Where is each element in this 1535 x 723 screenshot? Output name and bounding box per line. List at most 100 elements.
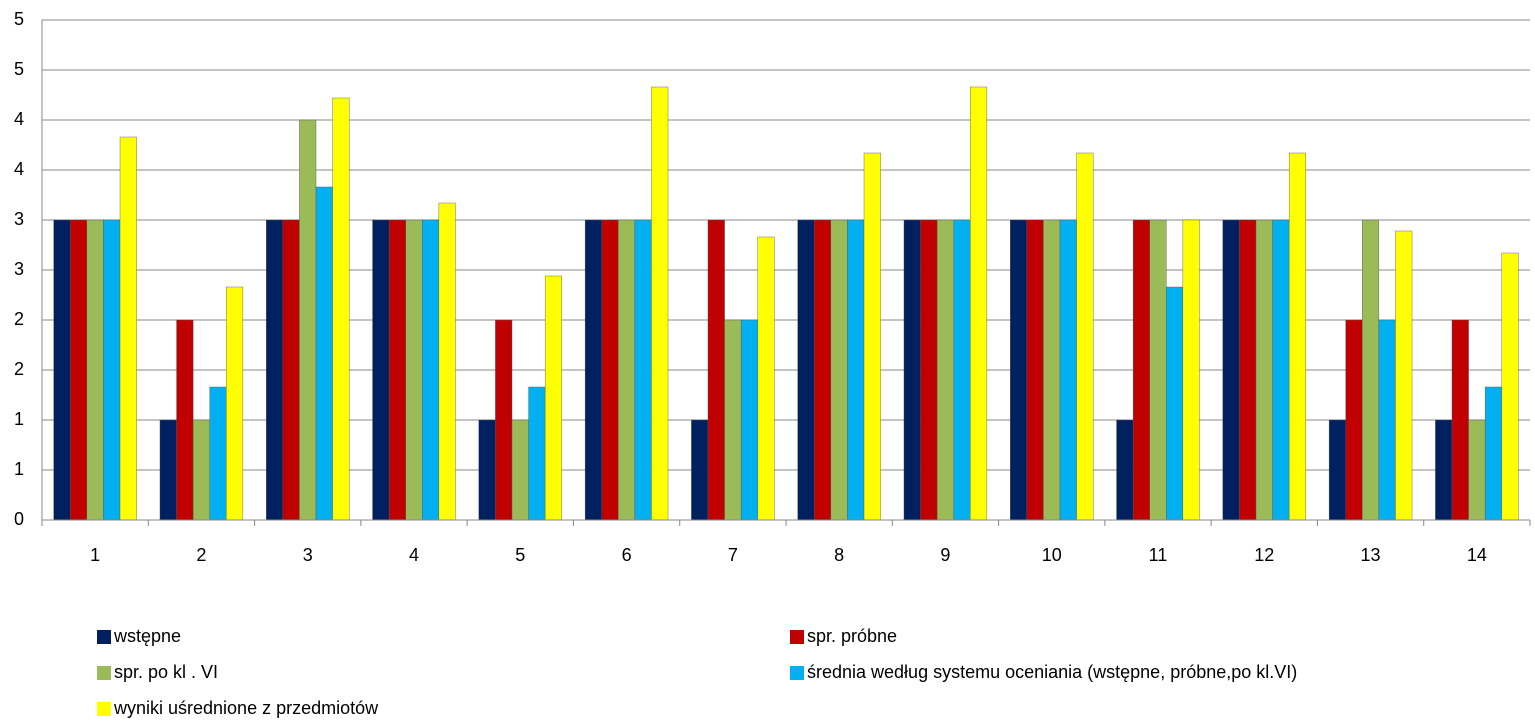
bar xyxy=(601,219,619,521)
bar xyxy=(119,136,137,521)
bar xyxy=(388,219,406,521)
y-tick-label: 5 xyxy=(14,59,24,79)
bar xyxy=(1182,219,1200,521)
bar xyxy=(226,286,244,521)
bar xyxy=(209,386,227,521)
legend-label: wstępne xyxy=(113,626,181,646)
y-tick-label: 1 xyxy=(14,459,24,479)
x-tick-label: 3 xyxy=(303,545,313,565)
bar xyxy=(1378,319,1396,521)
y-tick-label: 2 xyxy=(14,359,24,379)
bar xyxy=(740,319,758,521)
bar xyxy=(1059,219,1077,521)
bar xyxy=(920,219,938,521)
bar xyxy=(103,219,121,521)
legend-swatch xyxy=(790,630,804,644)
bar xyxy=(1395,230,1413,521)
bar xyxy=(1010,219,1028,521)
bar xyxy=(1132,219,1150,521)
bar xyxy=(176,319,194,521)
x-tick-label: 10 xyxy=(1042,545,1062,565)
bar xyxy=(1451,319,1469,521)
bar xyxy=(970,86,988,521)
legend-swatch xyxy=(97,702,111,716)
legend-swatch xyxy=(790,666,804,680)
x-tick-label: 7 xyxy=(728,545,738,565)
bar xyxy=(724,319,742,521)
bar xyxy=(1468,419,1486,521)
x-tick-label: 9 xyxy=(940,545,950,565)
bar xyxy=(53,219,71,521)
x-tick-label: 8 xyxy=(834,545,844,565)
bar xyxy=(1501,252,1519,521)
bar xyxy=(634,219,652,521)
bar xyxy=(1149,219,1167,521)
bar xyxy=(372,219,390,521)
legend-swatch xyxy=(97,666,111,680)
bar xyxy=(1255,219,1273,521)
bar xyxy=(797,219,815,521)
y-tick-label: 5 xyxy=(14,9,24,29)
y-tick-label: 3 xyxy=(14,209,24,229)
bar xyxy=(1484,386,1502,521)
y-tick-label: 4 xyxy=(14,109,24,129)
bar xyxy=(528,386,546,521)
legend-label: spr. po kl . VI xyxy=(114,662,218,682)
bar xyxy=(936,219,954,521)
bar xyxy=(1166,286,1184,521)
bar xyxy=(332,97,350,521)
bar xyxy=(544,275,562,521)
bar xyxy=(691,419,709,521)
bar xyxy=(707,219,725,521)
bar xyxy=(1362,219,1380,521)
bar xyxy=(1272,219,1290,521)
bar xyxy=(830,219,848,521)
y-tick-label: 4 xyxy=(14,159,24,179)
bar xyxy=(266,219,284,521)
bar xyxy=(1026,219,1044,521)
y-tick-label: 2 xyxy=(14,309,24,329)
bar xyxy=(651,86,669,521)
bar xyxy=(422,219,440,521)
bar xyxy=(1076,152,1094,521)
bar xyxy=(438,202,456,521)
bar xyxy=(953,219,971,521)
bar xyxy=(478,419,496,521)
bar xyxy=(757,236,775,521)
bar xyxy=(1043,219,1061,521)
bar xyxy=(315,186,333,521)
bar xyxy=(1435,419,1453,521)
legend-label: wyniki uśrednione z przedmiotów xyxy=(113,698,379,718)
y-tick-label: 0 xyxy=(14,509,24,529)
bar xyxy=(584,219,602,521)
legend-label: spr. próbne xyxy=(807,626,897,646)
x-tick-label: 6 xyxy=(622,545,632,565)
bar xyxy=(282,219,300,521)
bar xyxy=(70,219,88,521)
legend-swatch xyxy=(97,630,111,644)
bar xyxy=(863,152,881,521)
bar xyxy=(1328,419,1346,521)
bar xyxy=(495,319,513,521)
bar xyxy=(299,119,317,521)
bar xyxy=(903,219,921,521)
x-tick-label: 13 xyxy=(1361,545,1381,565)
bar xyxy=(1116,419,1134,521)
bar xyxy=(86,219,104,521)
bar xyxy=(192,419,210,521)
bar xyxy=(159,419,177,521)
bar xyxy=(847,219,865,521)
bar xyxy=(511,419,529,521)
bar xyxy=(405,219,423,521)
bar xyxy=(1345,319,1363,521)
bar xyxy=(1288,152,1306,521)
x-tick-label: 5 xyxy=(515,545,525,565)
y-tick-label: 3 xyxy=(14,259,24,279)
legend-label: średnia według systemu oceniania (wstępn… xyxy=(807,662,1297,682)
bar xyxy=(1239,219,1257,521)
bar xyxy=(1222,219,1240,521)
x-tick-label: 1 xyxy=(90,545,100,565)
x-tick-label: 11 xyxy=(1149,545,1168,565)
x-tick-label: 4 xyxy=(409,545,419,565)
